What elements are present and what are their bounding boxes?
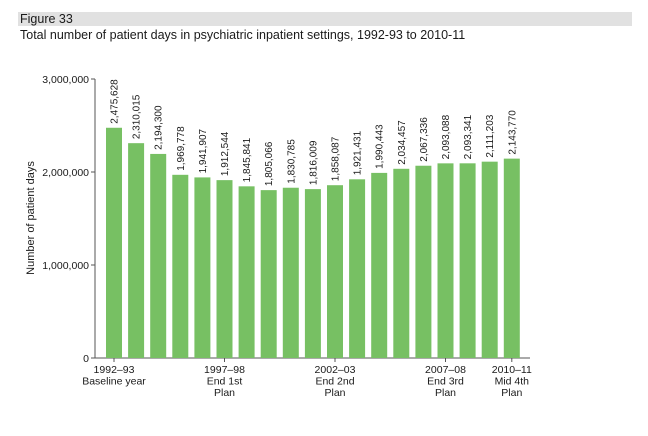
bar [172,174,189,358]
bar [503,158,520,358]
y-axis-title: Number of patient days [25,161,37,275]
bar-value-label: 2,475,628 [110,79,121,124]
bar-value-label: 1,912,544 [220,131,231,176]
x-tick-label: 1992–93 Baseline year [82,364,146,388]
chart-x-ticks: 1992–93 Baseline year 1997–98 End 1st Plan 20… [82,358,532,399]
bar [194,177,211,358]
bar [282,187,299,358]
bar-value-label: 2,310,015 [132,94,143,139]
chart-title: Total number of patient days in psychiat… [20,28,466,42]
bar-value-label: 2,111,203 [485,114,496,157]
bar-value-label: 2,067,336 [419,117,430,162]
bar [437,163,454,358]
bar [481,161,498,358]
bar [128,143,145,358]
bar [459,163,476,358]
y-tick-label: 0 [83,353,89,365]
bar-value-label: 1,990,443 [375,124,386,169]
bar [349,179,366,358]
bar [260,190,277,358]
x-tick-label: 2002–03 End 2nd Plan [315,364,356,399]
bar [216,180,233,358]
y-tick-label: 2,000,000 [42,167,89,179]
x-tick-label: 2007–08 End 3rd Plan [425,364,466,399]
figure-label: Figure 33 [20,12,73,26]
bar [327,185,343,358]
y-tick-label: 3,000,000 [42,74,89,86]
bar-value-label: 1,816,009 [308,140,319,185]
y-tick-label: 1,000,000 [42,260,89,272]
bar-value-label: 2,194,300 [154,105,165,150]
bar-value-label: 1,858,087 [331,136,342,181]
chart-data-labels: 2,475,628 2,310,015 2,194,300 1,969,778 1,94… [110,79,519,186]
bar-value-label: 2,143,770 [507,110,518,155]
bar-value-label: 1,941,907 [198,128,209,173]
chart-axes: 0 1,000,000 2,000,000 3,000,000 [42,74,530,365]
bar [106,127,122,358]
bar [150,153,167,358]
bar-value-label: 2,034,457 [397,120,408,165]
bar-value-label: 1,805,066 [264,141,275,186]
x-tick-label: 1997–98 End 1st Plan [204,364,245,399]
bar-value-label: 1,921,431 [353,130,364,175]
bar-value-label: 2,093,341 [463,114,474,159]
x-tick-label: 2010–11 Mid 4th Plan [492,364,532,399]
bar [415,165,432,358]
bar-value-label: 2,093,088 [441,114,452,159]
chart-bars [106,127,520,358]
bar [371,172,388,358]
bar-value-label: 1,969,778 [176,126,187,171]
bar [393,168,410,358]
bar [238,186,255,358]
bar-value-label: 1,830,785 [286,139,297,184]
bar [304,189,321,358]
bar-value-label: 1,845,841 [242,137,253,182]
figure-header-band [18,12,632,26]
